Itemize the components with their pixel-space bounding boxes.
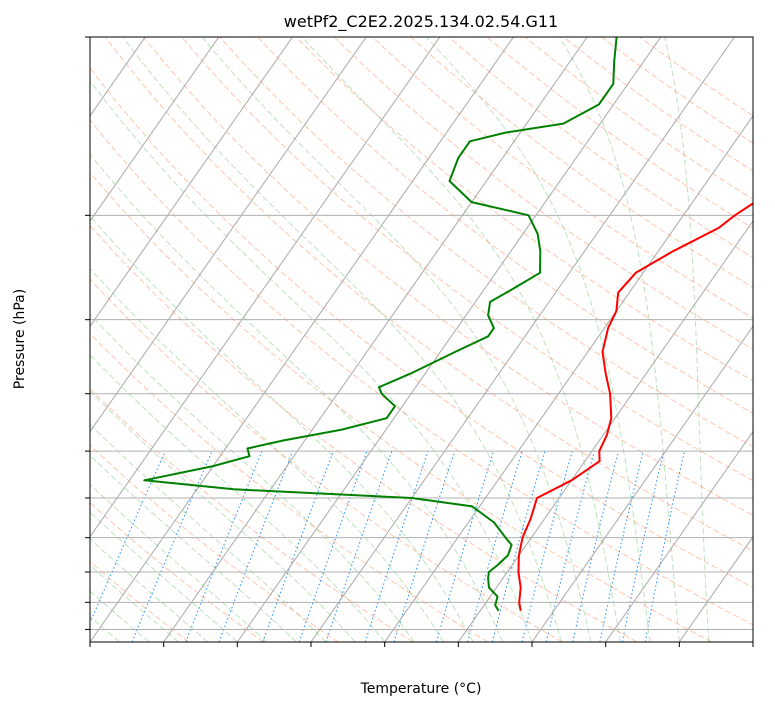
plot-area — [90, 37, 753, 642]
moist-adiabat-line — [90, 538, 209, 642]
moist-adiabat-line — [90, 267, 445, 642]
plot-frame — [89, 36, 754, 643]
dry-adiabat-line — [90, 119, 753, 626]
isotherm-line — [310, 37, 735, 642]
dry-adiabat-line — [372, 37, 753, 319]
dry-adiabat-line — [90, 67, 753, 588]
moist-adiabat-line — [201, 37, 592, 642]
mixing-ratio-line — [218, 450, 294, 642]
isotherm-line — [163, 37, 588, 642]
dry-adiabat-line — [295, 37, 753, 382]
moist-adiabat-line — [90, 79, 533, 642]
y-axis-label: Pressure (hPa) — [12, 289, 28, 389]
y-axis — [85, 36, 90, 630]
mixing-ratio-line — [262, 450, 334, 642]
dry-adiabat-line — [90, 224, 638, 642]
chart-title: wetPf2_C2E2.2025.134.02.54.G11 — [284, 12, 558, 32]
isotherm-line — [90, 37, 441, 538]
moist-adiabats — [90, 37, 710, 642]
moist-adiabat-line — [90, 353, 386, 642]
moist-adiabat-line — [90, 483, 268, 642]
isotherm-line — [457, 220, 753, 642]
x-axis-label: Temperature (°C) — [360, 681, 482, 697]
isotherm-line — [90, 37, 367, 433]
dry-adiabat-line — [181, 37, 753, 482]
moist-adiabat-line — [122, 37, 562, 642]
isobar-grid — [90, 37, 753, 630]
isotherm-line — [678, 535, 753, 642]
mixing-ratio-line — [185, 450, 263, 642]
isotherm-line — [90, 37, 293, 328]
mixing-ratio-line — [435, 450, 495, 642]
mixing-ratio-line — [325, 450, 393, 642]
moist-adiabat-line — [90, 215, 474, 642]
dry-adiabat-line — [90, 332, 488, 642]
dry-adiabat-line — [219, 37, 753, 448]
isotherm-line — [90, 37, 514, 642]
isotherm-grid — [90, 37, 753, 642]
moist-adiabat-line — [90, 390, 356, 642]
moist-adiabat-line — [90, 511, 238, 642]
isotherm-line — [605, 430, 753, 642]
moist-adiabat-line — [90, 590, 150, 642]
moist-adiabat-line — [301, 37, 621, 642]
mixing-ratio-line — [131, 450, 213, 642]
dry-adiabat-line — [90, 171, 712, 642]
x-axis — [89, 642, 754, 647]
dry-adiabat-line — [143, 37, 753, 516]
moist-adiabat-line — [425, 37, 651, 642]
temperature-line — [517, 202, 753, 611]
moist-adiabat-line — [90, 423, 327, 642]
mixing-ratio-line — [572, 450, 620, 642]
moist-adiabat-line — [664, 37, 710, 642]
dewpoint-line — [143, 37, 618, 612]
mixing-ratio-line — [467, 450, 523, 642]
mixing-ratio-line — [599, 450, 644, 642]
isotherm-line — [384, 114, 753, 642]
moist-adiabat-line — [558, 37, 680, 642]
moist-adiabat-line — [90, 153, 503, 642]
isotherm-line — [236, 37, 662, 642]
mixing-ratio-line — [545, 450, 595, 642]
isotherm-line — [531, 325, 753, 642]
isotherm-line — [90, 37, 220, 222]
moist-adiabat-line — [90, 564, 179, 642]
sounding-profiles — [143, 37, 753, 612]
dry-adiabat-line — [90, 278, 563, 642]
mixing-ratio-line — [364, 450, 429, 642]
dry-adiabat-line — [90, 560, 190, 642]
mixing-ratio-line — [90, 450, 166, 625]
mixing-ratio-line — [521, 450, 573, 642]
